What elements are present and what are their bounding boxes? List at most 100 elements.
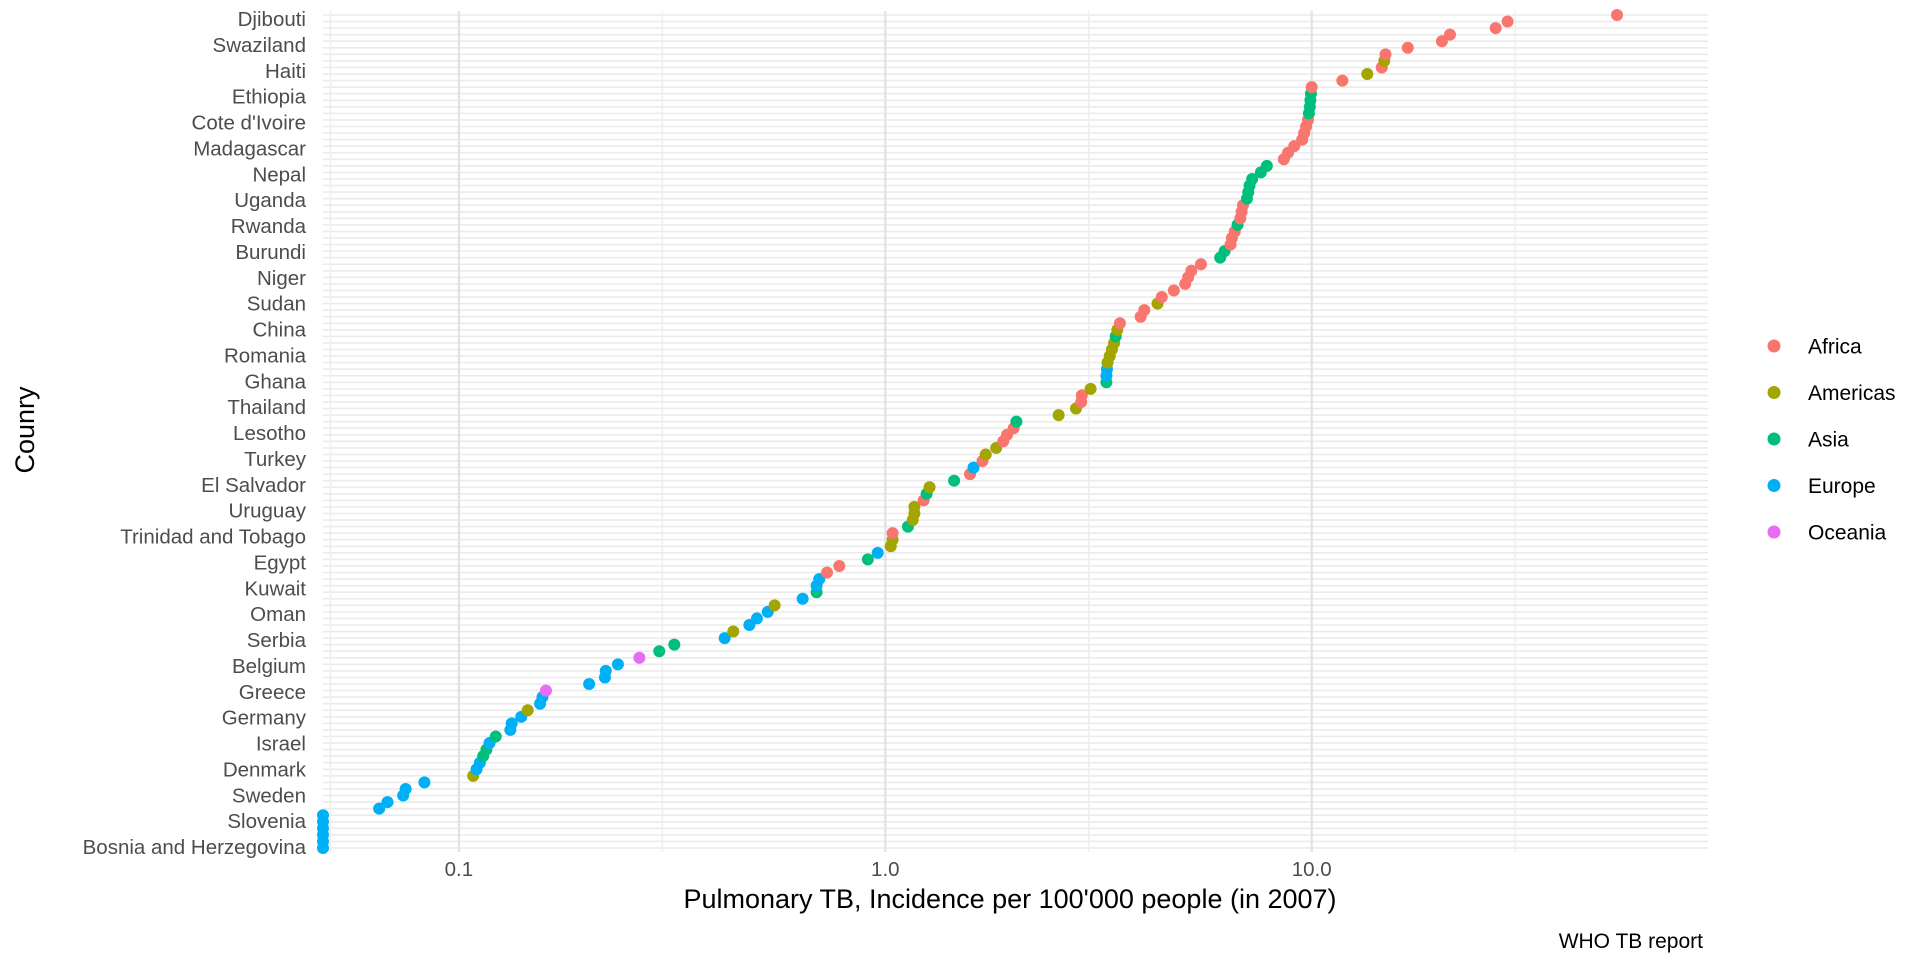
- data-point: [611, 658, 624, 671]
- data-point: [871, 546, 884, 559]
- data-point: [1260, 159, 1273, 172]
- data-point: [539, 684, 552, 697]
- data-point: [718, 632, 731, 645]
- data-point: [1167, 284, 1180, 297]
- y-tick-label: China: [252, 319, 306, 342]
- y-tick-label: Cote d'Ivoire: [192, 112, 306, 135]
- legend-label: Americas: [1808, 382, 1896, 405]
- data-point: [833, 559, 846, 572]
- data-point: [750, 612, 763, 625]
- y-tick-label: Ethiopia: [232, 86, 307, 109]
- y-tick-label: Rwanda: [231, 215, 307, 238]
- y-tick-label: Greece: [239, 681, 306, 704]
- data-point: [521, 704, 534, 717]
- y-tick-label: Oman: [250, 603, 306, 626]
- data-point: [1401, 41, 1414, 54]
- data-point: [1155, 291, 1168, 304]
- y-tick-label: Uruguay: [229, 500, 307, 523]
- y-tick-label: Serbia: [247, 629, 307, 652]
- data-point: [1246, 172, 1259, 185]
- data-point: [599, 664, 612, 677]
- data-point: [768, 599, 781, 612]
- y-tick-label: Nepal: [252, 163, 306, 186]
- data-point: [1305, 81, 1318, 94]
- data-point: [1185, 264, 1198, 277]
- data-point: [796, 592, 809, 605]
- y-tick-label: Germany: [222, 707, 307, 730]
- data-point: [1138, 304, 1151, 317]
- y-tick-label: Swaziland: [213, 34, 306, 57]
- data-point: [1336, 74, 1349, 87]
- x-axis-title: Pulmonary TB, Incidence per 100'000 peop…: [683, 884, 1336, 914]
- data-points: [317, 9, 1624, 854]
- data-point: [668, 638, 681, 651]
- data-point: [489, 730, 502, 743]
- y-tick-label: Bosnia and Herzegovina: [83, 836, 307, 859]
- data-point: [967, 461, 980, 474]
- data-point: [1052, 409, 1065, 422]
- y-tick-labels: Bosnia and Herzegovina Slovenia Sweden Denm…: [83, 8, 307, 859]
- y-tick-label: Slovenia: [227, 810, 306, 833]
- data-point: [1501, 15, 1514, 28]
- data-point: [1194, 258, 1207, 271]
- data-point: [1435, 35, 1448, 48]
- legend-key: [1767, 432, 1781, 446]
- x-tick-labels: 0.1 1.0 10.0: [445, 858, 1332, 881]
- x-tick-label: 1.0: [871, 858, 900, 881]
- data-point: [399, 782, 412, 795]
- y-tick-label: Sweden: [232, 784, 306, 807]
- y-tick-label: Belgium: [232, 655, 306, 678]
- y-tick-label: Denmark: [223, 758, 307, 781]
- data-point: [317, 809, 329, 822]
- data-point: [1489, 22, 1502, 35]
- y-tick-label: Trinidad and Tobago: [120, 526, 306, 549]
- data-point: [1361, 68, 1374, 81]
- legend-label: Africa: [1808, 336, 1862, 359]
- y-tick-label: Uganda: [234, 189, 306, 212]
- data-point: [505, 717, 518, 730]
- legend-key: [1767, 386, 1781, 399]
- data-point: [923, 481, 936, 494]
- legend-label: Europe: [1808, 475, 1876, 498]
- y-tick-label: Thailand: [227, 396, 306, 419]
- data-point: [373, 802, 386, 815]
- data-point: [653, 645, 666, 658]
- y-tick-label: Israel: [256, 733, 306, 756]
- data-point: [861, 553, 874, 566]
- legend-key: [1767, 479, 1781, 492]
- y-tick-label: Burundi: [235, 241, 306, 264]
- y-tick-label: Djibouti: [238, 8, 306, 31]
- data-point: [727, 625, 740, 638]
- data-point: [418, 776, 431, 789]
- data-point: [381, 796, 394, 809]
- legend-label: Asia: [1808, 429, 1849, 452]
- y-axis-title: Counry: [10, 386, 40, 474]
- data-point: [979, 448, 992, 461]
- data-point: [1443, 28, 1456, 41]
- x-tick-label: 0.1: [445, 858, 474, 881]
- data-point: [908, 500, 921, 513]
- gridlines: [323, 11, 1708, 852]
- legend-label: Oceania: [1808, 522, 1887, 545]
- y-tick-label: Niger: [257, 267, 306, 290]
- x-tick-label: 10.0: [1292, 858, 1332, 881]
- legend-key: [1767, 525, 1781, 539]
- data-point: [886, 527, 899, 540]
- y-tick-label: Egypt: [254, 551, 307, 574]
- legend: Africa Americas Asia Europe Oceania: [1767, 336, 1896, 545]
- data-point: [1611, 9, 1624, 21]
- data-point: [633, 651, 646, 664]
- legend-key: [1767, 339, 1781, 353]
- y-tick-label: Romania: [224, 344, 307, 367]
- y-tick-label: Sudan: [247, 293, 306, 316]
- data-point: [1379, 48, 1392, 61]
- data-point: [1288, 140, 1301, 153]
- y-tick-label: Madagascar: [193, 137, 306, 160]
- y-tick-label: El Salvador: [201, 474, 306, 497]
- data-point: [1113, 317, 1126, 330]
- y-tick-label: Lesotho: [233, 422, 306, 445]
- data-point: [948, 474, 961, 487]
- data-point: [1084, 382, 1097, 395]
- y-tick-label: Haiti: [265, 60, 306, 83]
